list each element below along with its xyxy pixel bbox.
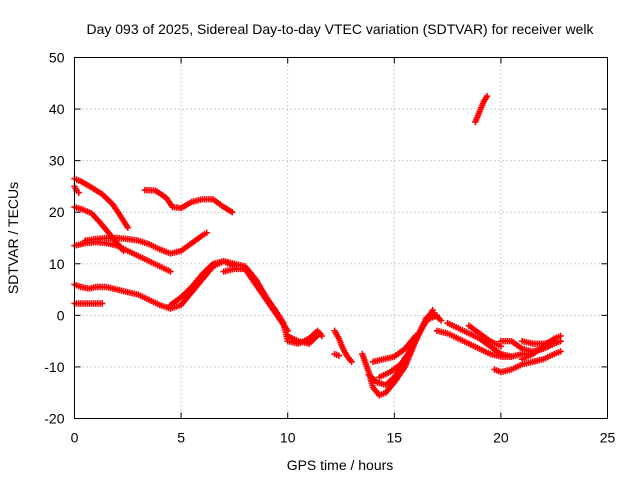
y-tick-labels: -20 -10 0 10 20 30 40 50 <box>44 50 64 427</box>
series-track-h <box>141 186 236 216</box>
y-axis-label: SDTVAR / TECUs <box>5 182 21 294</box>
data-point <box>316 330 323 337</box>
data-point <box>557 348 564 355</box>
x-tick-label: 25 <box>600 430 616 446</box>
data-point <box>203 229 210 237</box>
y-tick-label: -10 <box>44 359 64 375</box>
y-tick-label: 40 <box>49 101 65 117</box>
series-track-v <box>491 348 564 376</box>
data-point <box>508 353 515 360</box>
x-tick-label: 0 <box>71 430 79 446</box>
x-axis-label: GPS time / hours <box>287 457 394 473</box>
y-tick-label: 20 <box>49 204 65 220</box>
data-point <box>438 317 445 324</box>
series-track-k <box>220 265 291 335</box>
y-tick-label: 30 <box>49 153 65 169</box>
y-tick-label: 0 <box>57 307 65 323</box>
grid-lines <box>74 57 608 419</box>
series-track-u <box>465 322 505 350</box>
series-track-e <box>81 229 210 257</box>
series-track-q <box>369 332 419 365</box>
plot-area <box>71 92 564 399</box>
y-tick-label: 10 <box>49 256 65 272</box>
y-tick-label: 50 <box>49 50 65 66</box>
data-point <box>335 352 343 359</box>
x-tick-labels: 0 5 10 15 20 25 <box>71 430 616 446</box>
data-point <box>348 358 355 365</box>
series-track-a <box>71 175 131 231</box>
series-track-r <box>376 307 436 381</box>
data-point <box>167 268 174 275</box>
series-track-l <box>284 330 323 347</box>
plot-frame <box>74 57 608 419</box>
series-track-m <box>331 327 355 365</box>
data-point <box>75 189 82 196</box>
series-track-t <box>444 319 515 360</box>
x-tick-label: 15 <box>387 430 403 446</box>
data-point <box>124 224 131 231</box>
chart-title: Day 093 of 2025, Sidereal Day-to-day VTE… <box>86 21 594 37</box>
x-tick-label: 10 <box>280 430 296 446</box>
x-tick-label: 5 <box>177 430 185 446</box>
data-point <box>429 307 436 314</box>
data-point <box>433 312 441 319</box>
series-track-n <box>331 350 343 359</box>
data-point <box>483 92 491 100</box>
data-point <box>229 209 236 216</box>
x-tick-label: 20 <box>493 430 509 446</box>
data-point <box>557 332 564 340</box>
series-track-y <box>519 337 558 347</box>
y-tick-label: -20 <box>44 411 64 427</box>
data-point <box>99 300 106 307</box>
series-track-i <box>472 92 491 126</box>
data-point <box>551 337 558 345</box>
